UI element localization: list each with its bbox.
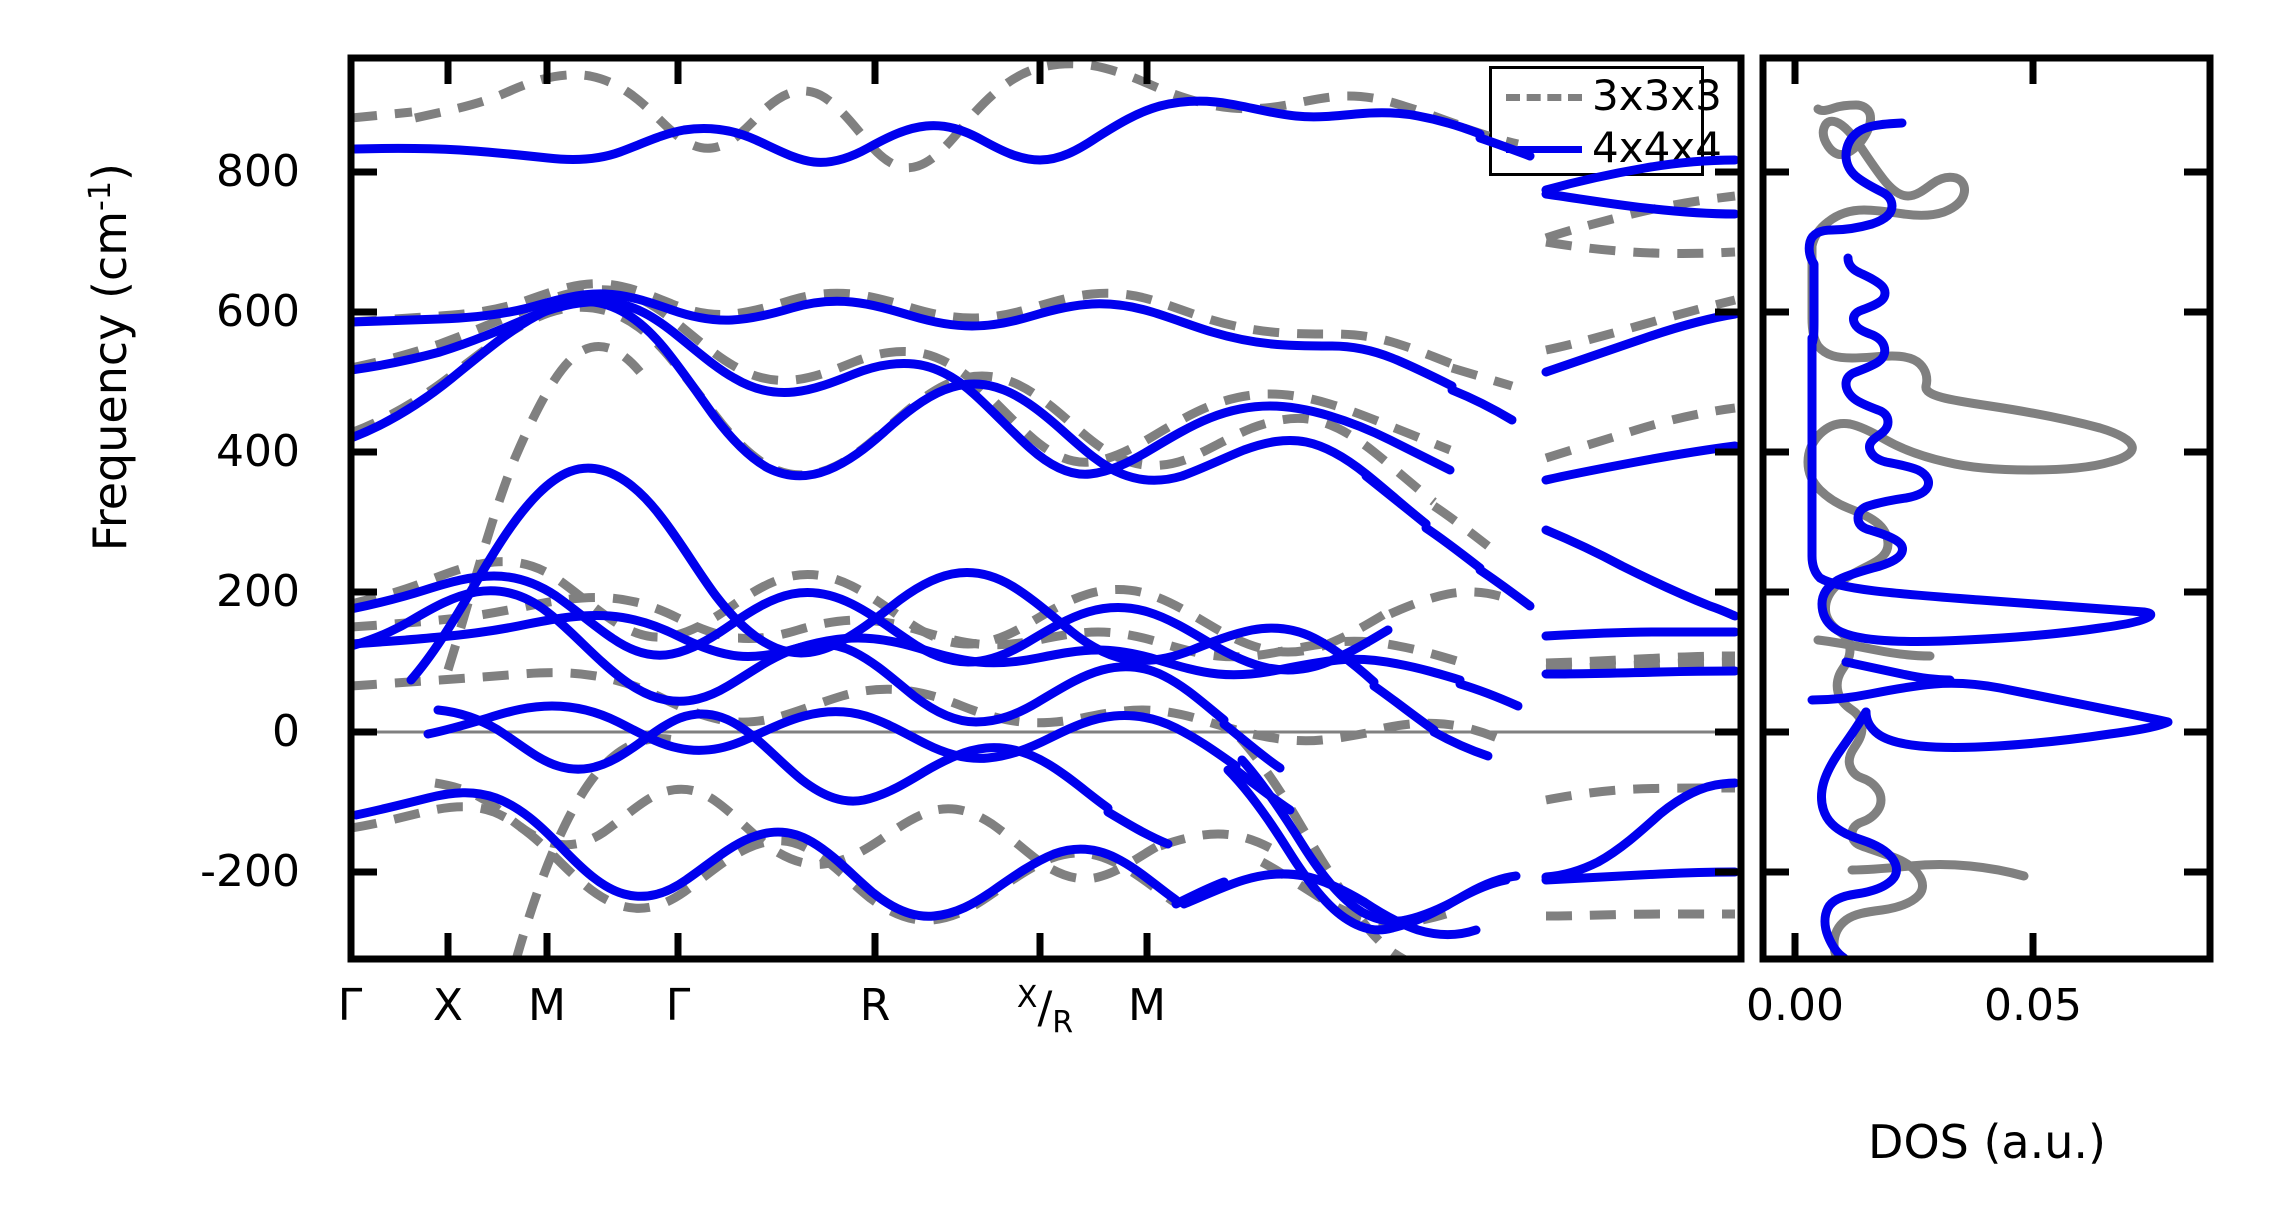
xtick-label-x-over-r: X/R	[1016, 980, 1074, 1041]
xtick-label-gamma-2: Γ	[665, 980, 691, 1031]
legend-swatch-4x4x4-icon	[1506, 146, 1582, 153]
xtick-label-gamma-1: Γ	[337, 980, 363, 1031]
legend-entry-3x3x3: 3x3x3	[1492, 69, 1722, 124]
xtick-label-m-1: M	[528, 980, 566, 1031]
xtick-label-m-2: M	[1128, 980, 1166, 1031]
ytick-label-0: 0	[272, 706, 300, 757]
ytick-label-800: 800	[216, 146, 300, 197]
xtick-label-x-1: X	[432, 980, 464, 1031]
dos-axes-frame	[1759, 54, 2214, 963]
series-3x3x3-dos	[1803, 100, 2137, 959]
dos-xtick-label-0: 0.00	[1746, 980, 1844, 1031]
dos-axis-label: DOS (a.u.)	[1868, 1115, 2106, 1169]
dos-xtick-label-005: 0.05	[1984, 980, 2082, 1031]
ytick-label-minus200: -200	[200, 846, 300, 897]
series-3x3x3-bands	[351, 59, 1737, 959]
xtick-label-r: R	[859, 980, 891, 1031]
bands-axes-frame	[347, 54, 1745, 963]
legend-swatch-3x3x3-icon	[1506, 94, 1582, 101]
xtick-x-over-r-denominator: R	[1052, 1005, 1074, 1041]
legend-label-3x3x3: 3x3x3	[1592, 71, 1722, 120]
ytick-label-200: 200	[216, 566, 300, 617]
series-4x4x4-dos	[1804, 118, 2173, 959]
ytick-label-600: 600	[216, 286, 300, 337]
ytick-label-400: 400	[216, 426, 300, 477]
series-4x4x4-bands	[351, 96, 1740, 939]
xtick-x-over-r-numerator: X	[1016, 980, 1038, 1015]
